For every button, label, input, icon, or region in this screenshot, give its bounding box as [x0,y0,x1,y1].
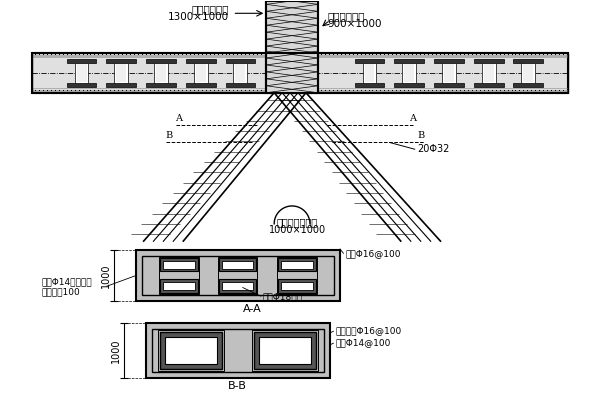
Bar [404,64,414,82]
Bar [156,64,166,82]
Bar [362,63,376,83]
Bar [163,282,195,290]
Bar [107,83,136,87]
Text: A-A: A-A [243,304,262,314]
Bar [281,260,313,268]
Bar [225,83,255,87]
Bar [522,63,536,83]
Bar [444,64,454,82]
Bar [277,256,317,294]
Bar [403,63,416,83]
Bar [136,250,340,301]
Text: 20Φ32: 20Φ32 [417,145,449,154]
Bar [160,258,198,272]
Text: 1000×1000: 1000×1000 [268,225,326,235]
Text: A: A [176,114,182,123]
Bar [160,279,198,293]
Bar [234,63,247,83]
Text: 1000: 1000 [101,263,111,288]
Bar [66,59,96,63]
Text: 型钢混凝土柱: 型钢混凝土柱 [191,4,228,14]
Bar [266,1,318,53]
Bar [219,279,256,293]
Bar [152,329,324,372]
Bar [146,323,330,378]
Text: 1000: 1000 [111,338,121,363]
Bar [107,59,136,63]
Bar [442,63,456,83]
Bar [281,282,313,290]
Bar [513,83,543,87]
Bar [219,258,256,272]
Bar [482,63,495,83]
Bar [513,59,543,63]
Bar [266,53,318,93]
Bar [235,64,246,82]
Bar [66,83,96,87]
Bar [252,330,318,371]
Bar [434,59,464,63]
Bar [154,63,168,83]
Text: B: B [165,131,173,141]
Bar [474,83,504,87]
Text: 拉筋Φ14@100: 拉筋Φ14@100 [336,339,391,347]
Text: 型钢混凝土斜撑: 型钢混凝土斜撑 [277,217,317,227]
Bar [196,64,205,82]
Text: 900×1000: 900×1000 [328,19,382,29]
Bar [77,64,86,82]
Text: B: B [418,131,425,141]
Text: 型钢混凝土梁: 型钢混凝土梁 [328,11,365,21]
Text: 外圈箍筋Φ16@100: 外圈箍筋Φ16@100 [336,327,402,335]
Bar [146,59,176,63]
Text: 附加Φ18短铁: 附加Φ18短铁 [262,293,302,302]
Bar [278,279,316,293]
Bar [160,331,222,369]
Bar [259,337,311,364]
Bar [75,63,89,83]
Bar [193,63,208,83]
Bar [165,337,217,364]
Bar [163,260,195,268]
Bar [186,59,216,63]
Bar [222,260,253,268]
Text: A: A [409,114,416,123]
Bar [222,282,253,290]
Bar [146,83,176,87]
Text: 1300×1000: 1300×1000 [167,12,228,22]
Bar [142,256,334,295]
Bar [524,64,533,82]
Bar [32,53,568,93]
Bar [434,83,464,87]
Bar [365,64,374,82]
Bar [116,64,126,82]
Bar [158,330,223,371]
Bar [114,63,128,83]
Text: 拉筋Φ14隔一拉一: 拉筋Φ14隔一拉一 [42,277,92,286]
Bar [217,256,258,294]
Bar [278,258,316,272]
Bar [355,83,385,87]
Text: B-B: B-B [228,381,247,391]
Bar [225,59,255,63]
Bar [255,331,316,369]
Bar [394,83,424,87]
Text: 外圈Φ16@100: 外圈Φ16@100 [346,249,401,258]
Bar [159,256,199,294]
Bar [186,83,216,87]
Bar [474,59,504,63]
Bar [355,59,385,63]
Bar [394,59,424,63]
Text: 竖向间距100: 竖向间距100 [42,287,81,296]
Bar [484,64,494,82]
